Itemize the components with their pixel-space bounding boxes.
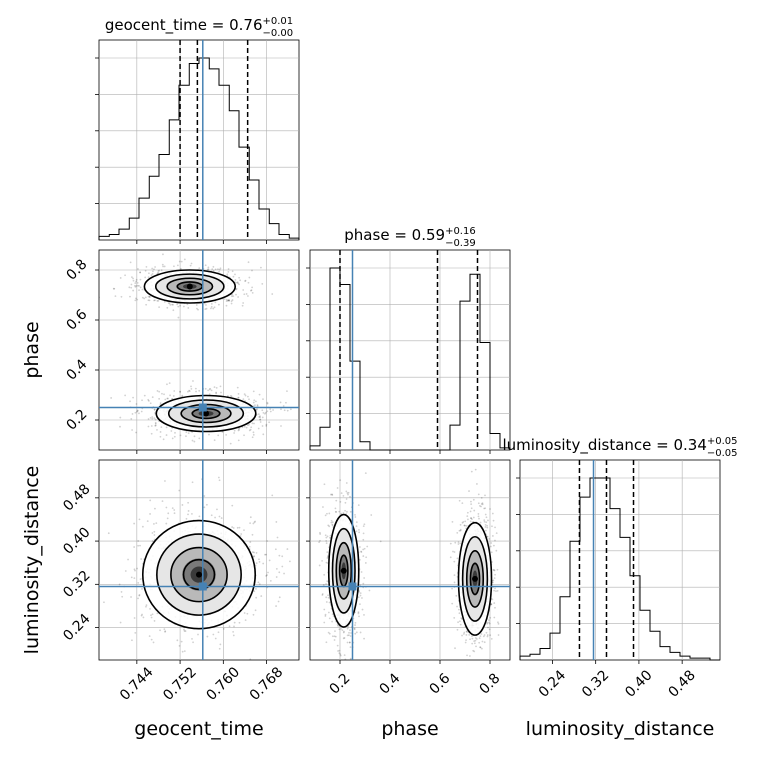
hist-panel-phase: phase = 0.59+0.16 −0.39 [306,226,511,454]
contour-0 [141,519,257,630]
truth-marker [348,582,357,591]
scatter-panel-phase-luminosity_distance [306,459,511,664]
y-axis-label-luminosity_distance: luminosity_distance [21,466,43,655]
mode-peak [186,283,193,290]
x-axis-label-phase: phase [381,718,438,740]
contour-0 [457,521,493,636]
x-tick-label: 0.2 [326,670,353,697]
x-tick-label: 0.48 [665,667,698,700]
title-main: geocent_time = 0.76 [105,16,263,35]
title-geocent_time: geocent_time = 0.76+0.01 −0.00 [105,16,293,39]
contour-1 [461,535,489,622]
y-tick-label: 0.32 [60,568,93,601]
contour-1 [167,399,245,428]
contour-2 [465,550,485,608]
title-minus: −0.00 [263,28,294,39]
y-tick-label: 0.2 [63,406,90,433]
y-tick-label: 0.48 [60,481,93,514]
title-minus: −0.05 [707,448,738,459]
x-axis-label-geocent_time: geocent_time [134,718,263,740]
hist-panel-luminosity_distance: luminosity_distance = 0.34+0.05 −0.05 [502,436,738,664]
mode-peak [203,410,210,417]
title-plus: +0.05 [707,436,738,447]
panel-frame [309,249,511,451]
title-plus: +0.16 [445,226,476,237]
contour-2 [170,546,228,603]
x-tick-label: 0.760 [203,664,243,704]
mode-peak [340,567,347,574]
y-tick-label: 0.40 [60,524,93,557]
y-tick-label: 0.24 [60,611,93,644]
title-main: phase = 0.59 [344,226,445,244]
density-mode-0 [103,476,291,660]
histogram-luminosity_distance [519,477,720,661]
y-tick-label: 0.8 [63,256,90,283]
panel-frame [98,39,300,241]
title-phase: phase = 0.59+0.16 −0.39 [344,226,475,249]
density-mode-1 [449,468,500,657]
histogram-phase [309,267,511,451]
x-tick-label: 0.40 [622,667,655,700]
x-tick-label: 0.744 [117,664,157,704]
x-tick-label: 0.4 [376,670,403,697]
contour-2 [166,277,214,296]
contour-0 [143,269,237,304]
truth-marker [198,403,207,412]
x-tick-label: 0.8 [476,670,503,697]
x-tick-label: 0.768 [247,664,287,704]
y-tick-label: 0.6 [63,306,90,333]
density-mode-1 [99,380,292,445]
title-plus: +0.01 [263,16,294,27]
density-mode-0 [318,472,382,660]
truth-marker [198,582,207,591]
contour-1 [156,533,242,616]
panel-frame [519,459,721,661]
title-main: luminosity_distance = 0.34 [502,436,706,455]
mode-peak [196,571,202,578]
x-tick-label: 0.752 [160,664,200,704]
x-axis-label-luminosity_distance: luminosity_distance [526,718,715,740]
title-luminosity_distance: luminosity_distance = 0.34+0.05 −0.05 [502,436,737,459]
mode-peak [472,575,478,582]
density-mode-0 [99,253,274,319]
contour-1 [331,527,356,614]
scatter-panel-geocent_time-phase [95,249,300,454]
contour-0 [155,394,257,433]
x-tick-label: 0.6 [426,670,453,697]
contour-3 [469,562,481,596]
contour-0 [327,513,360,628]
scatter-panel-geocent_time-luminosity_distance [95,459,300,664]
y-axis-label-phase: phase [21,321,43,378]
contour-1 [154,273,225,300]
histogram-geocent_time [98,57,300,240]
hist-panel-geocent_time: geocent_time = 0.76+0.01 −0.00 [95,16,300,244]
title-minus: −0.39 [445,238,476,249]
y-tick-label: 0.4 [63,356,90,383]
contour-2 [335,541,353,600]
x-tick-label: 0.24 [536,667,569,700]
x-tick-label: 0.32 [579,667,612,700]
